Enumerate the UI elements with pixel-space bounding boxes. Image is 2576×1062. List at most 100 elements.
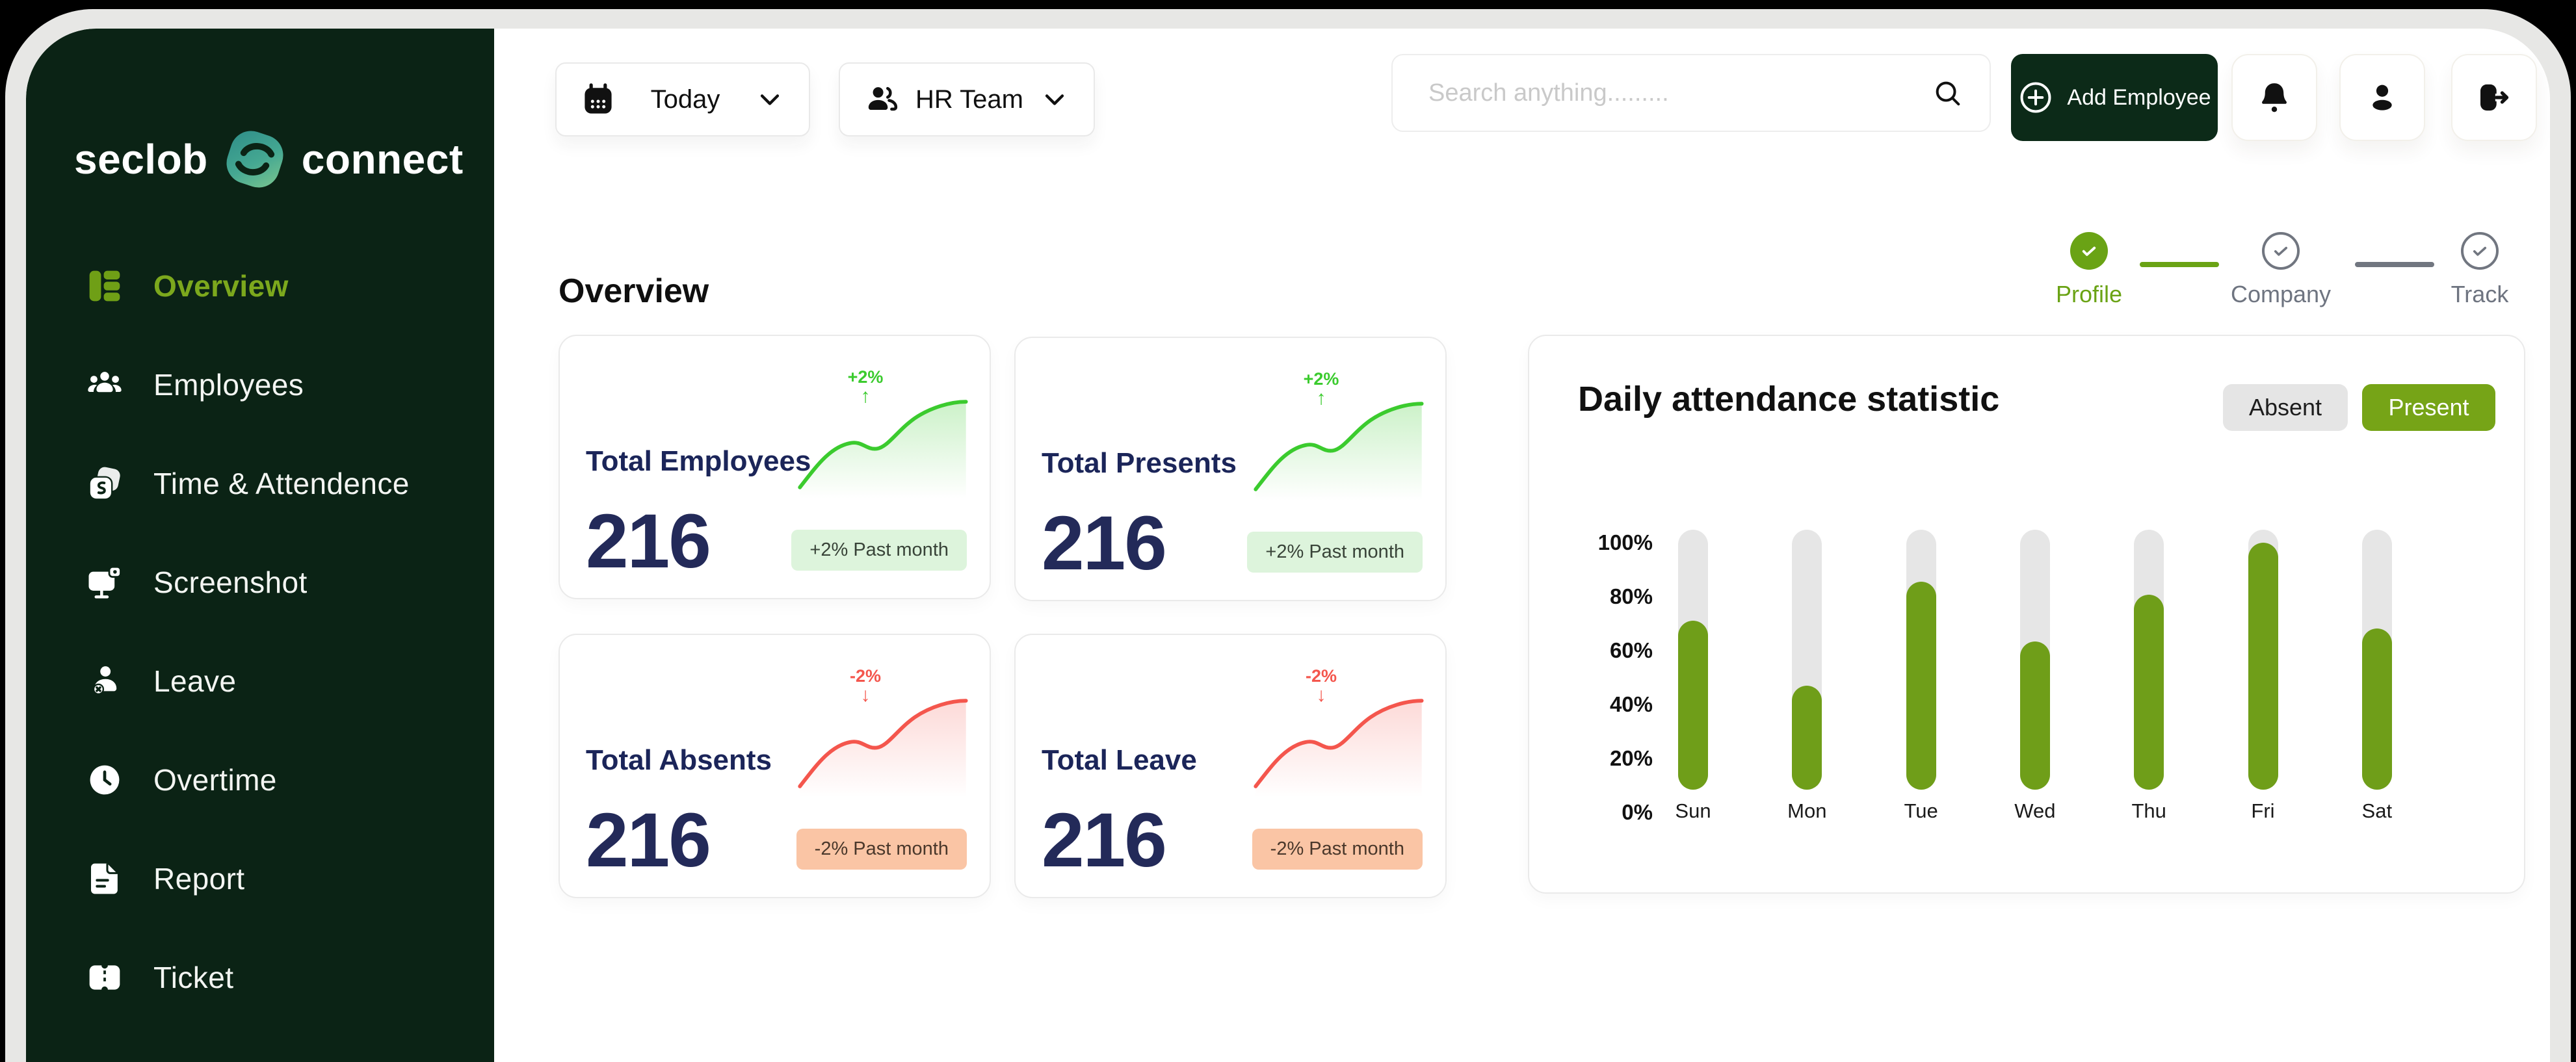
bar-fill [1792,686,1822,790]
window-frame: seclob connect [5,9,2571,1062]
sidebar-item-label: Employees [153,368,304,402]
sidebar-item-employees[interactable]: Employees [26,349,494,421]
trend-sparkline: -2% ↓ [1252,666,1427,806]
check-icon [2473,246,2487,256]
bar-fill [2248,543,2278,790]
notifications-button[interactable] [2231,54,2317,141]
bar-day-label: Mon [1787,799,1827,822]
team-filter-dropdown[interactable]: HR Team [839,62,1095,136]
ticket-icon [86,959,124,996]
bar-day-label: Sun [1675,799,1711,822]
present-toggle-button[interactable]: Present [2362,384,2495,431]
sidebar-item-screenshot[interactable]: Screenshot [26,547,494,618]
user-icon [2372,84,2392,110]
y-axis-tick: 20% [1609,746,1653,770]
bar-day-label: Sat [2361,799,2393,822]
plus-circle-icon [2020,82,2051,113]
stat-card-title: Total Leave [1042,744,1197,776]
stat-card-total-presents: Total Presents 216 +2% ↑ +2% Past month [1014,337,1447,601]
y-axis-tick: 80% [1609,584,1653,608]
screenshot-icon [86,563,124,601]
calendar-icon [581,83,615,116]
bar-day-label: Tue [1904,799,1938,822]
bar-fill [2019,641,2050,790]
y-axis-tick: 100% [1597,530,1653,554]
stat-card-title: Total Presents [1042,447,1237,479]
chart-title: Daily attendance statistic [1578,380,2000,419]
bar-track [2361,530,2392,790]
bar-track [2019,530,2050,790]
bar-fill [2361,628,2392,790]
stat-card-title: Total Absents [586,744,772,776]
sidebar-item-report[interactable]: Report [26,843,494,914]
trend-sparkline: +2% ↑ [1252,369,1427,509]
trend-note: +2% [1303,369,1339,389]
bar-day-label: Fri [2251,799,2275,822]
stepper-connector [2355,262,2434,267]
trend-sparkline: -2% ↓ [796,666,971,806]
report-icon [86,860,124,898]
trend-badge: +2% Past month [791,530,967,571]
team-filter-label: HR Team [915,84,1023,114]
stepper-connector [2140,262,2219,267]
bar-track [1678,530,1708,790]
stepper-step-company[interactable] [2262,232,2300,270]
stepper-step-profile[interactable] [2070,232,2108,270]
chevron-down-icon [1040,85,1069,114]
sidebar-item-label: Overview [153,269,289,303]
bar-day-label: Thu [2131,799,2166,822]
stat-card-value: 216 [586,797,711,883]
time-attendence-icon [86,465,124,502]
bar-fill [1678,621,1708,790]
employees-icon [86,366,124,404]
stat-card-total-absents: Total Absents 216 -2% ↓ -2% Past month [559,634,991,898]
sidebar-item-label: Ticket [153,961,234,994]
sidebar-item-label: Screenshot [153,565,308,599]
stat-card-value: 216 [586,499,711,584]
brand-name-right: connect [301,136,464,183]
sidebar-item-time-attendence[interactable]: Time & Attendence [26,448,494,519]
date-filter-dropdown[interactable]: Today [555,62,810,136]
bar-fill [2134,595,2164,790]
sidebar-item-overtime[interactable]: Overtime [26,744,494,816]
app-window: seclob connect [26,29,2550,1062]
stepper-step-track[interactable] [2461,232,2499,270]
bar-track [1792,530,1822,790]
brand-mark-icon [218,123,291,196]
trend-badge: -2% Past month [796,829,967,870]
search-input[interactable] [1428,79,1932,107]
check-icon [2082,246,2096,256]
y-axis-tick: 0% [1622,800,1653,824]
sidebar-item-overview[interactable]: Overview [26,250,494,322]
sidebar-item-leave[interactable]: Leave [26,645,494,717]
sidebar-item-label: Report [153,862,245,896]
stat-card-value: 216 [1042,500,1167,586]
sidebar-item-label: Overtime [153,763,277,797]
sidebar: seclob connect [26,29,494,1062]
stepper-label-track: Track [2451,281,2509,307]
trend-badge: +2% Past month [1247,532,1423,573]
attendance-plot: 100% 80% 60% 40% 20% 0% Sun Mon Tue Wed Thu F… [1578,530,2482,835]
trend-note: +2% [847,367,884,387]
search-icon [1932,78,1962,108]
brand-name-left: seclob [74,136,208,183]
bar-track [2248,530,2278,790]
profile-button[interactable] [2339,54,2425,141]
absent-toggle-button[interactable]: Absent [2223,384,2348,431]
stat-card-total-employees: Total Employees 216 +2% ↑ +2% Past month [559,335,991,599]
brand-logo: seclob connect [74,123,464,196]
stat-card-title: Total Employees [586,445,811,477]
leave-icon [86,662,124,700]
logout-button[interactable] [2451,54,2537,141]
stat-card-total-leave: Total Leave 216 -2% ↓ -2% Past month [1014,634,1447,898]
logout-icon [2480,84,2509,111]
add-employee-button[interactable]: Add Employee [2011,54,2218,141]
y-axis-tick: 60% [1609,638,1653,662]
bar-fill [1906,582,1936,790]
page-title: Overview [559,272,709,310]
overview-icon [86,267,124,305]
bar-track [1906,530,1936,790]
trend-badge: -2% Past month [1252,829,1423,870]
sidebar-item-ticket[interactable]: Ticket [26,942,494,1013]
sidebar-nav: Overview Employees [26,250,494,1013]
